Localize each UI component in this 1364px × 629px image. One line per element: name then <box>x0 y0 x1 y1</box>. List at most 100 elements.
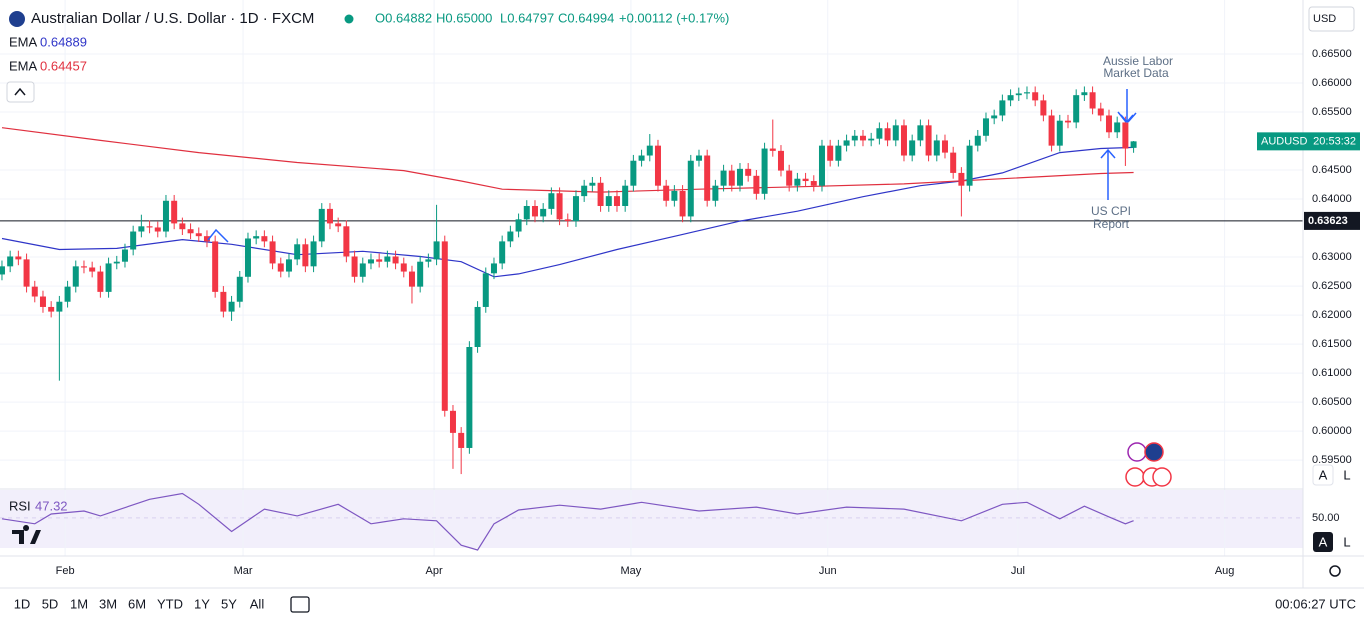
candle-body <box>777 150 784 171</box>
candle-body <box>572 196 579 222</box>
candle-body <box>1130 141 1137 148</box>
grid <box>0 0 1303 556</box>
candle-body <box>720 170 727 186</box>
x-tick-label: Feb <box>56 565 75 577</box>
arrow <box>1100 148 1116 200</box>
annotation: Market Data <box>1103 66 1169 80</box>
range-button[interactable]: 3M <box>99 596 117 611</box>
calendar-icon[interactable] <box>290 596 310 613</box>
collapse-button[interactable] <box>6 81 35 103</box>
candle-body <box>171 200 178 224</box>
candle-body <box>523 205 530 220</box>
ohlc-change: +0.00112 (+0.17%) <box>619 10 729 25</box>
candle-body <box>146 226 153 228</box>
candle-body <box>900 125 907 156</box>
clock: 00:06:27 UTC <box>1275 596 1356 611</box>
auto-scale-button[interactable] <box>1312 464 1334 486</box>
log-scale[interactable]: L <box>1343 467 1350 482</box>
candle-body <box>326 208 333 224</box>
candle-body <box>704 155 711 201</box>
candle-body <box>933 140 940 156</box>
candle-body <box>581 185 588 197</box>
candle-body <box>253 236 260 239</box>
legend-name: EMA <box>9 34 38 49</box>
candle-body <box>236 276 243 302</box>
candle-body <box>31 286 38 297</box>
candle-body <box>794 178 801 186</box>
y-tick-label: 0.64000 <box>1312 193 1352 205</box>
candle-body <box>851 135 858 141</box>
candle-body <box>613 196 620 206</box>
candle-body <box>294 244 301 260</box>
candle-body <box>80 266 87 268</box>
auto-scale-button[interactable] <box>1313 532 1333 552</box>
x-tick-label: Aug <box>1215 565 1235 577</box>
level-label: 0.63623 <box>1308 215 1348 227</box>
candle-body <box>408 271 415 287</box>
candle-body <box>343 226 350 257</box>
candle-body <box>909 140 916 156</box>
log-scale[interactable]: L <box>1343 534 1350 549</box>
candle-body <box>695 155 702 161</box>
candle-body <box>753 175 760 194</box>
arrow <box>207 228 229 243</box>
candle-body <box>728 170 735 186</box>
candle-body <box>1105 115 1112 133</box>
candle-body <box>958 172 965 186</box>
range-button[interactable]: 6M <box>128 596 146 611</box>
candle-body <box>859 135 866 141</box>
candle-body <box>1114 122 1121 133</box>
range-button[interactable]: 5Y <box>221 596 237 611</box>
candle-body <box>187 229 194 234</box>
range-button[interactable]: 1M <box>70 596 88 611</box>
candle-body <box>425 259 432 262</box>
candle-body <box>1097 108 1104 116</box>
candle-body <box>540 208 547 217</box>
candle-body <box>810 181 817 186</box>
candle-body <box>786 170 793 186</box>
candle-body <box>761 148 768 194</box>
legend-name: EMA <box>9 58 38 73</box>
currency-button[interactable] <box>1308 6 1355 32</box>
candle-body <box>548 193 555 209</box>
candle-body <box>769 148 776 151</box>
candle-body <box>23 259 30 287</box>
candle-body <box>966 145 973 186</box>
candle-body <box>1056 120 1063 146</box>
candle-body <box>441 241 448 411</box>
candle-body <box>654 145 661 186</box>
ohlc-close: C0.64994 <box>558 10 614 25</box>
candle-body <box>884 128 891 141</box>
y-tick-label: 0.64500 <box>1312 164 1352 176</box>
rsi-name: RSI <box>9 498 31 513</box>
candle-body <box>589 182 596 186</box>
candle-body <box>1040 100 1047 116</box>
range-button[interactable]: 1D <box>14 596 31 611</box>
candle-body <box>1064 120 1071 123</box>
candle-body <box>605 196 612 206</box>
candle-body <box>982 118 989 136</box>
x-tick-label: Jun <box>819 565 837 577</box>
candle-body <box>671 190 678 201</box>
candle-body <box>7 256 14 267</box>
legend-value: 0.64457 <box>40 58 87 73</box>
candle-body <box>1032 92 1039 101</box>
candle-body <box>392 256 399 264</box>
range-button[interactable]: YTD <box>157 596 183 611</box>
candle-body <box>1073 95 1080 123</box>
candle-body <box>458 432 465 448</box>
price-axis <box>1303 0 1364 588</box>
candle-body <box>564 219 571 222</box>
auto-scale[interactable]: A <box>1319 534 1328 549</box>
annotation: Report <box>1093 217 1130 231</box>
settings-icon[interactable] <box>1329 565 1341 577</box>
candle-body <box>646 145 653 156</box>
range-button[interactable]: 5D <box>42 596 59 611</box>
range-button[interactable]: All <box>250 596 265 611</box>
logo <box>12 525 41 544</box>
candle-body <box>97 271 104 292</box>
range-button[interactable]: 1Y <box>194 596 210 611</box>
auto-scale[interactable]: A <box>1319 467 1328 482</box>
range-buttons: 1D 5D 1M 3M 6M YTD 1Y 5Y All <box>14 596 265 611</box>
candle-body <box>121 249 128 262</box>
